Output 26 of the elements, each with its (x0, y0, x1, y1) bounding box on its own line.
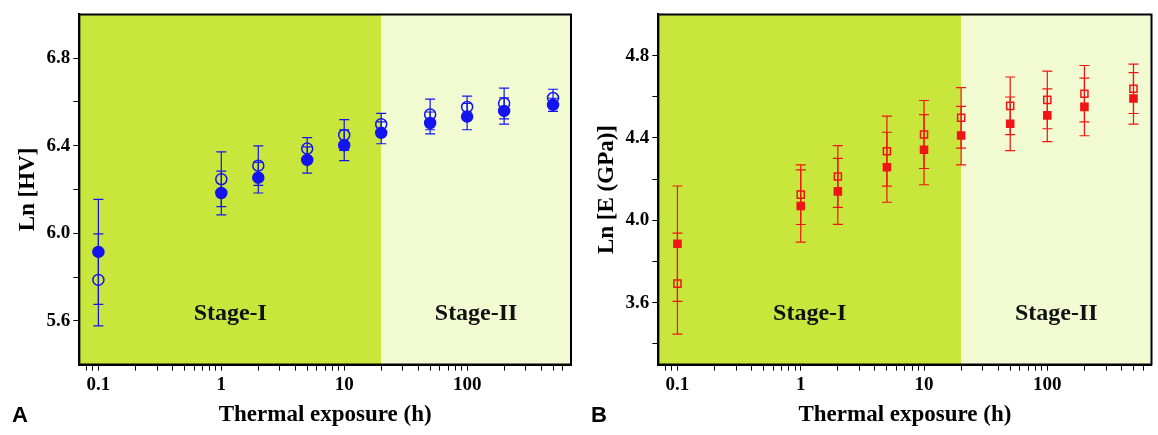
x-axis-title: Thermal exposure (h) (218, 401, 432, 427)
band-label: Stage-II (434, 299, 518, 326)
y-axis-title: Ln [E (GPa)] (592, 124, 618, 255)
y-tick-label: 4.8 (625, 43, 650, 65)
band-label: Stage-II (1014, 299, 1098, 326)
band-label: Stage-I (193, 299, 267, 326)
text: A (12, 402, 28, 428)
band-label: Stage-I (773, 299, 847, 326)
x-tick-label: 1 (216, 372, 227, 394)
x-tick-label: 0.1 (86, 372, 111, 394)
x-tick-label: 100 (452, 372, 482, 394)
y-tick-label: 5.6 (46, 308, 71, 330)
x-tick-label: 1 (795, 372, 806, 394)
y-tick-label: 3.6 (625, 290, 650, 312)
y-tick-label: 6.8 (46, 46, 71, 68)
y-tick-label: 6.4 (46, 133, 71, 155)
y-tick-label: 4.0 (625, 208, 650, 230)
x-tick-label: 10 (914, 372, 934, 394)
y-tick-label: 4.4 (625, 125, 650, 147)
y-tick-label: 6.0 (46, 221, 71, 243)
text: B (591, 402, 607, 428)
x-tick-label: 100 (1033, 372, 1062, 394)
x-tick-label: 0.1 (665, 372, 690, 394)
x-tick-label: 10 (334, 372, 354, 394)
y-axis-title: Ln [HV] (13, 147, 39, 232)
x-axis-title: Thermal exposure (h) (798, 401, 1012, 427)
